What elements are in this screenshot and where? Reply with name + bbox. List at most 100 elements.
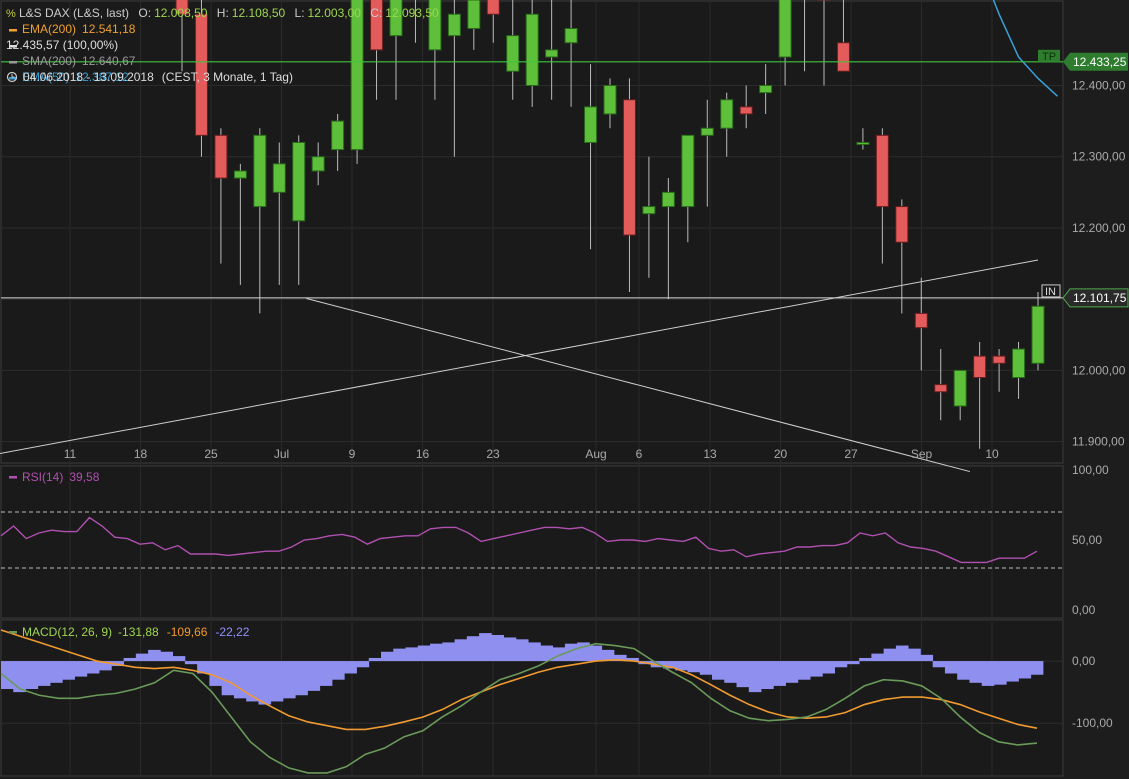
- candle[interactable]: [973, 341, 987, 449]
- macd-hist-bar: [331, 661, 345, 680]
- candle[interactable]: [447, 0, 461, 157]
- candle[interactable]: [194, 0, 208, 157]
- macd-hist-bar: [932, 661, 946, 668]
- candle[interactable]: [1031, 292, 1045, 371]
- macd-hist-bar: [785, 661, 799, 683]
- macd-hist-bar: [920, 654, 934, 662]
- candle[interactable]: [584, 64, 598, 250]
- rsi-tick-label: 0,00: [1072, 603, 1096, 617]
- candle[interactable]: [409, 0, 421, 43]
- candle[interactable]: [311, 142, 325, 186]
- instrument-name: L&S DAX (L&S, last): [19, 6, 129, 20]
- candle[interactable]: [739, 85, 753, 129]
- candle[interactable]: [467, 0, 481, 50]
- candle[interactable]: [914, 277, 928, 371]
- candle[interactable]: [389, 0, 403, 100]
- candle[interactable]: [564, 0, 578, 107]
- macd-hist-bar: [724, 661, 737, 683]
- svg-text:12.101,75: 12.101,75: [1073, 291, 1127, 305]
- macd-hist-bar: [13, 661, 26, 693]
- candle[interactable]: [856, 128, 870, 150]
- macd-hist-bar: [797, 661, 811, 680]
- open-value: 12.008,50: [154, 6, 208, 20]
- macd-hist-bar: [589, 645, 603, 662]
- macd-hist-bar: [687, 661, 701, 673]
- candle[interactable]: [272, 142, 286, 285]
- macd-hist-bar: [957, 661, 970, 680]
- macd-hist-bar: [491, 634, 505, 662]
- candle[interactable]: [428, 0, 442, 100]
- price-tick-label: 12.400,00: [1072, 78, 1126, 92]
- rsi-panel[interactable]: [0, 465, 1064, 619]
- candle[interactable]: [799, 0, 811, 72]
- candle[interactable]: [817, 0, 831, 86]
- x-tick-label: Aug: [585, 447, 606, 461]
- rsi-tick-label: 50,00: [1072, 533, 1102, 547]
- macd-hist-bar: [1006, 661, 1019, 682]
- macd-hist-bar: [50, 661, 63, 683]
- in-tag: IN: [1041, 284, 1061, 298]
- macd-hist-bar: [969, 661, 983, 683]
- macd-hist-bar: [479, 633, 492, 662]
- trend-line[interactable]: [306, 297, 971, 473]
- x-tick-label: Jul: [274, 447, 289, 461]
- candle[interactable]: [720, 92, 734, 157]
- candle[interactable]: [681, 134, 695, 243]
- candle[interactable]: [486, 0, 500, 43]
- candle[interactable]: [992, 349, 1006, 392]
- macd-hist-bar: [454, 639, 468, 662]
- candle[interactable]: [233, 163, 247, 285]
- candle[interactable]: [895, 199, 909, 314]
- candle[interactable]: [778, 0, 792, 86]
- macd-hist-bar: [736, 661, 750, 688]
- price-legend: % L&S DAX (L&S, last) O: 12.008,50 H: 12.1…: [6, 6, 439, 84]
- macd-hist-bar: [503, 637, 517, 662]
- trend-line[interactable]: [0, 259, 1039, 456]
- macd-hist-bar: [859, 657, 872, 662]
- macd-hist-bar: [564, 643, 578, 662]
- rsi-value: 39,58: [69, 470, 99, 484]
- candle[interactable]: [759, 64, 773, 114]
- candle[interactable]: [370, 0, 384, 100]
- macd-hist-bar: [209, 661, 223, 686]
- macd-hist-bar: [417, 645, 431, 662]
- x-tick-label: 11: [64, 447, 77, 461]
- legend-entry: 12.435,57 (100,00%): [6, 38, 118, 52]
- macd-hist-bar: [172, 656, 186, 662]
- macd-hist-bar: [184, 661, 198, 665]
- candle[interactable]: [836, 0, 850, 72]
- macd-legend: MACD(12, 26, 9) -131,88 -109,66 -22,22: [9, 625, 250, 639]
- x-tick-label: 13: [703, 447, 717, 461]
- svg-text:MACD(12, 26, 9)-131,88-109,66-: MACD(12, 26, 9) -131,88 -109,66 -22,22: [22, 625, 250, 639]
- candle[interactable]: [175, 0, 189, 72]
- macd-hist-bar: [99, 661, 112, 671]
- svg-text:RSI(14)39,58: RSI(14) 39,58: [22, 470, 100, 484]
- macd-hist-bar: [1030, 661, 1044, 675]
- candle[interactable]: [331, 113, 345, 171]
- candle[interactable]: [642, 156, 656, 278]
- candle[interactable]: [953, 369, 967, 421]
- price-tick-label: 12.300,00: [1072, 150, 1126, 164]
- macd-value: -131,88: [118, 625, 159, 639]
- macd-hist-bar: [528, 642, 541, 662]
- x-tick-label: 6: [636, 447, 643, 461]
- macd-hist-bar: [381, 651, 394, 662]
- candle[interactable]: [622, 78, 636, 293]
- candle[interactable]: [292, 135, 306, 285]
- candle[interactable]: [525, 0, 539, 107]
- candle[interactable]: [545, 0, 559, 100]
- candle[interactable]: [934, 349, 948, 421]
- candle[interactable]: [875, 128, 889, 264]
- candle[interactable]: [350, 0, 364, 164]
- candle[interactable]: [1012, 341, 1026, 399]
- candle[interactable]: [603, 78, 617, 129]
- candle[interactable]: [700, 99, 714, 207]
- candle[interactable]: [253, 128, 267, 314]
- macd-hist-bar: [123, 657, 137, 662]
- macd-hist-bar: [393, 648, 406, 662]
- candle[interactable]: [661, 178, 675, 300]
- x-tick-label: 9: [349, 447, 356, 461]
- macd-hist-bar: [834, 661, 848, 668]
- candle[interactable]: [214, 128, 228, 264]
